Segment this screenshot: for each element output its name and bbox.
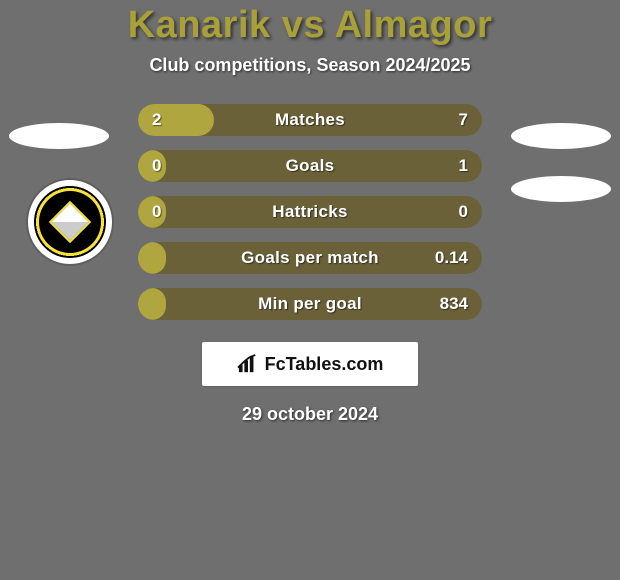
- stat-bar-fill: [138, 242, 166, 274]
- stat-row: Min per goal 834: [138, 288, 482, 320]
- brand-label: FcTables.com: [265, 354, 384, 375]
- diamond-icon: [49, 201, 91, 243]
- stat-bar-fill: [138, 288, 166, 320]
- stat-right-value: 0: [459, 202, 468, 222]
- team-photo-right-placeholder: [511, 176, 611, 202]
- stat-left-value: 2: [152, 110, 161, 130]
- stat-label: Goals: [286, 156, 335, 176]
- stat-label: Hattricks: [272, 202, 347, 222]
- stat-row: 0 Hattricks 0: [138, 196, 482, 228]
- stat-row: 0 Goals 1: [138, 150, 482, 182]
- player-photo-left-placeholder: [9, 123, 109, 149]
- stat-right-value: 7: [459, 110, 468, 130]
- stat-left-value: 0: [152, 202, 161, 222]
- page-subtitle: Club competitions, Season 2024/2025: [0, 55, 620, 76]
- stats-list: 2 Matches 7 0 Goals 1 0 Hattricks 0 Goals per mat…: [138, 104, 482, 320]
- stat-bar-fill: [138, 104, 214, 136]
- player-photo-right-placeholder: [511, 123, 611, 149]
- stat-right-value: 0.14: [435, 248, 468, 268]
- club-badge-inner: [39, 191, 101, 253]
- footer-date: 29 october 2024: [0, 404, 620, 425]
- stat-label: Min per goal: [258, 294, 362, 314]
- stat-left-value: 0: [152, 156, 161, 176]
- stat-row: Goals per match 0.14: [138, 242, 482, 274]
- comparison-card: Kanarik vs Almagor Club competitions, Se…: [0, 0, 620, 580]
- page-title: Kanarik vs Almagor: [0, 4, 620, 47]
- brand-link[interactable]: FcTables.com: [202, 342, 418, 386]
- stat-label: Matches: [275, 110, 345, 130]
- club-badge: [28, 180, 112, 264]
- stat-label: Goals per match: [241, 248, 379, 268]
- stat-row: 2 Matches 7: [138, 104, 482, 136]
- bar-chart-icon: [237, 354, 259, 374]
- stat-right-value: 834: [440, 294, 468, 314]
- stat-right-value: 1: [459, 156, 468, 176]
